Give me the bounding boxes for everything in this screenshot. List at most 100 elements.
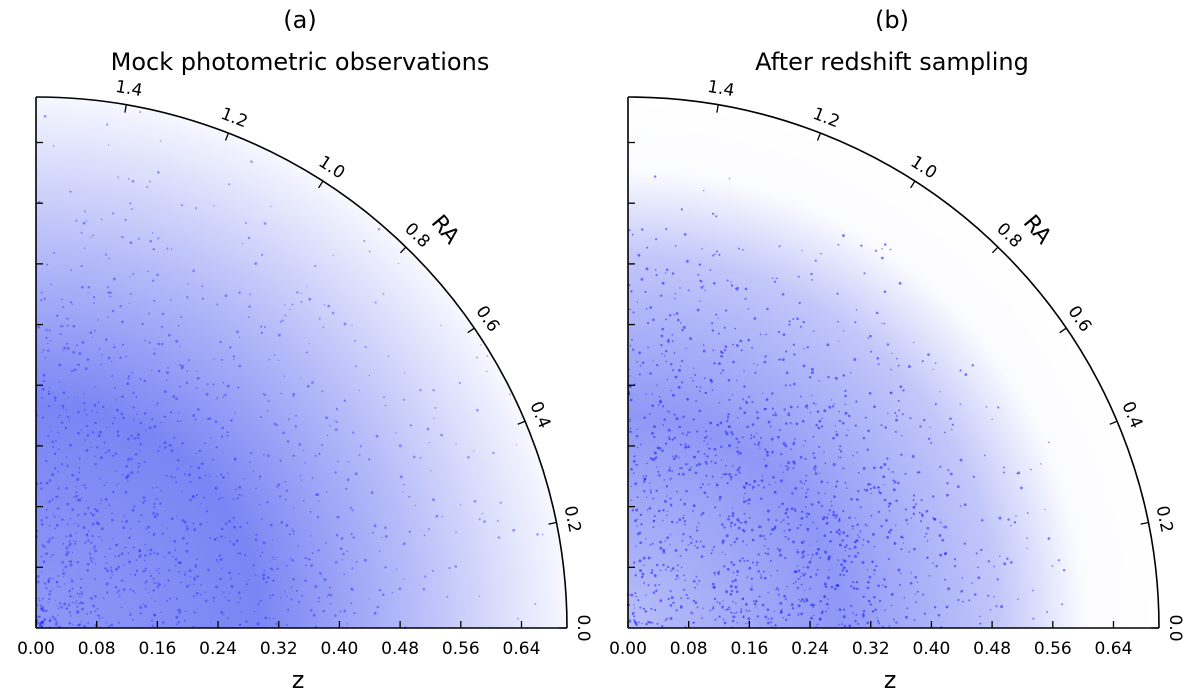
data-point <box>157 449 160 452</box>
data-point <box>59 332 62 336</box>
data-point <box>272 569 274 571</box>
data-point <box>358 454 361 456</box>
data-point <box>222 396 225 398</box>
data-point <box>979 622 981 625</box>
data-point <box>329 602 332 605</box>
data-point <box>754 443 757 446</box>
data-point <box>743 512 746 515</box>
data-point <box>94 455 96 458</box>
data-point <box>179 363 182 367</box>
data-point <box>659 569 661 572</box>
data-point <box>835 583 839 587</box>
data-point <box>188 569 192 573</box>
data-point <box>731 464 734 467</box>
data-point <box>73 522 76 525</box>
data-point <box>878 599 882 603</box>
data-point <box>299 474 302 477</box>
data-point <box>736 622 738 624</box>
data-point <box>716 571 720 575</box>
data-point <box>911 455 915 458</box>
data-point <box>698 522 700 524</box>
data-point <box>478 518 481 521</box>
data-point <box>63 346 67 350</box>
data-point <box>630 485 633 487</box>
data-point <box>131 618 134 621</box>
data-point <box>762 534 765 538</box>
data-point <box>81 602 85 605</box>
chart-title: Mock photometric observations <box>110 48 490 76</box>
data-point <box>971 582 973 584</box>
data-point <box>113 343 115 345</box>
data-point <box>782 471 784 473</box>
data-point <box>145 580 148 583</box>
data-point <box>77 623 80 627</box>
data-point <box>991 418 993 420</box>
data-point <box>843 330 845 332</box>
data-point <box>65 546 69 550</box>
data-point <box>683 574 685 577</box>
data-point <box>766 608 770 611</box>
data-point <box>751 400 754 404</box>
data-point <box>48 405 51 408</box>
data-point <box>643 490 646 493</box>
data-point <box>424 575 427 578</box>
data-point <box>680 566 683 569</box>
data-point <box>69 542 72 546</box>
data-point <box>58 585 61 588</box>
data-point <box>705 462 708 465</box>
data-point <box>269 523 273 527</box>
data-point <box>815 552 819 555</box>
data-point <box>209 475 211 478</box>
data-point <box>717 362 721 366</box>
data-point <box>222 591 225 594</box>
data-point <box>803 482 806 485</box>
data-point <box>176 467 179 470</box>
data-point <box>864 523 867 526</box>
data-point <box>711 475 714 478</box>
data-point <box>636 428 639 430</box>
data-point <box>51 440 54 444</box>
data-point <box>715 250 719 253</box>
data-point <box>889 528 893 532</box>
data-point <box>273 422 277 426</box>
data-point <box>739 521 741 524</box>
data-point <box>927 437 931 441</box>
data-point <box>75 532 77 535</box>
data-point <box>837 243 840 246</box>
data-point <box>74 540 77 543</box>
data-point <box>210 437 212 439</box>
data-point <box>60 605 63 609</box>
data-point <box>280 392 283 395</box>
data-point <box>122 526 125 530</box>
data-point <box>396 568 398 570</box>
data-point <box>109 547 111 550</box>
data-point <box>134 453 138 456</box>
data-point <box>925 509 929 513</box>
data-point <box>1026 512 1029 514</box>
data-point <box>72 624 74 626</box>
data-point <box>372 531 375 534</box>
data-point <box>989 608 992 611</box>
data-point <box>748 483 752 486</box>
data-point <box>207 473 209 476</box>
data-point <box>318 317 321 320</box>
data-point <box>272 556 274 559</box>
data-point <box>99 430 102 434</box>
data-point <box>252 564 255 567</box>
data-point <box>181 364 184 368</box>
data-point <box>269 597 271 599</box>
data-point <box>47 540 50 543</box>
data-point <box>172 555 175 558</box>
data-point <box>45 459 48 463</box>
data-point <box>261 518 263 520</box>
data-point <box>745 482 749 485</box>
data-point <box>811 553 814 556</box>
data-point <box>115 398 117 401</box>
data-point <box>112 454 115 457</box>
data-point <box>144 570 146 572</box>
data-point <box>113 417 116 419</box>
data-point <box>193 576 196 580</box>
data-point <box>867 599 871 603</box>
data-point <box>114 544 118 547</box>
data-point <box>77 610 80 613</box>
